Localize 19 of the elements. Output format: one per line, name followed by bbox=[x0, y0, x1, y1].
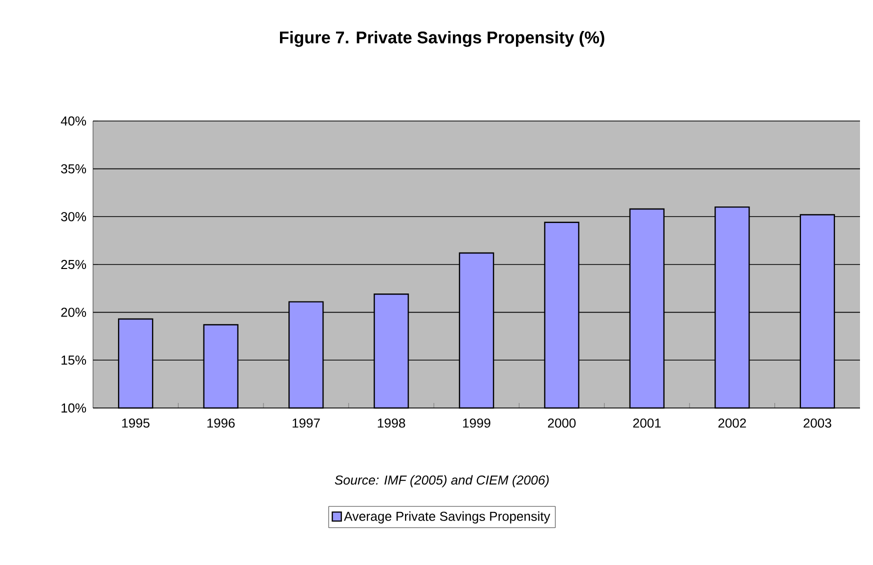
chart-title: Figure 7. Private Savings Propensity (%) bbox=[280, 31, 604, 47]
y-tick-label: 10% bbox=[62, 403, 86, 413]
x-tick-label: 2003 bbox=[804, 418, 832, 428]
x-tick-label: 2000 bbox=[548, 418, 576, 428]
y-tick-label: 15% bbox=[62, 356, 86, 365]
x-tick-label: 2002 bbox=[718, 418, 746, 428]
x-tick-label: 2001 bbox=[633, 418, 661, 428]
source-note: Source: IMF (2005) and CIEM (2006) bbox=[334, 475, 549, 488]
x-tick-label: 1998 bbox=[378, 418, 406, 428]
y-tick-label: 20% bbox=[61, 308, 86, 317]
y-tick-label: 25% bbox=[61, 260, 86, 270]
y-tick-label: 40% bbox=[60, 116, 86, 126]
x-tick-label: 1997 bbox=[292, 418, 320, 428]
x-tick-label: 1996 bbox=[207, 418, 235, 428]
y-tick-label: 35% bbox=[61, 164, 86, 174]
legend-label: Average Private Savings Propensity bbox=[344, 511, 550, 524]
x-tick-label: 1999 bbox=[463, 418, 490, 428]
y-tick-label: 30% bbox=[61, 212, 86, 222]
x-tick-label: 1995 bbox=[122, 418, 150, 428]
